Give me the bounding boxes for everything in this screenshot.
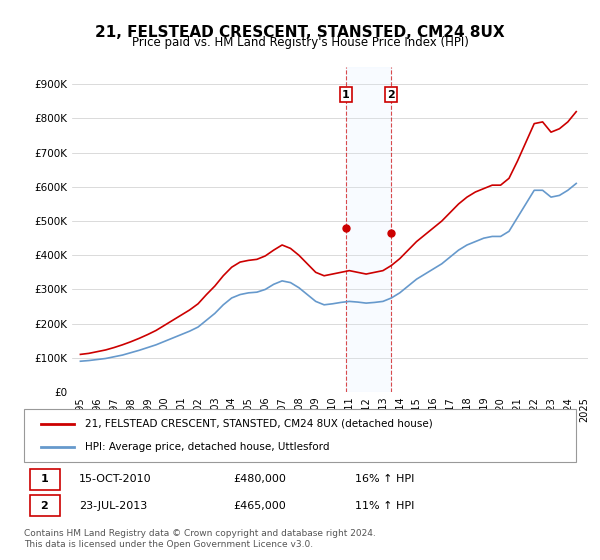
Text: £465,000: £465,000	[234, 501, 287, 511]
Text: 11% ↑ HPI: 11% ↑ HPI	[355, 501, 415, 511]
FancyBboxPatch shape	[29, 469, 60, 490]
Text: 21, FELSTEAD CRESCENT, STANSTED, CM24 8UX: 21, FELSTEAD CRESCENT, STANSTED, CM24 8U…	[95, 25, 505, 40]
FancyBboxPatch shape	[24, 409, 576, 462]
Text: Price paid vs. HM Land Registry's House Price Index (HPI): Price paid vs. HM Land Registry's House …	[131, 36, 469, 49]
FancyBboxPatch shape	[29, 495, 60, 516]
Text: 1: 1	[41, 474, 48, 484]
Text: 2: 2	[41, 501, 48, 511]
Text: 1: 1	[342, 90, 350, 100]
Text: £480,000: £480,000	[234, 474, 287, 484]
Text: 21, FELSTEAD CRESCENT, STANSTED, CM24 8UX (detached house): 21, FELSTEAD CRESCENT, STANSTED, CM24 8U…	[85, 419, 433, 429]
Text: 16% ↑ HPI: 16% ↑ HPI	[355, 474, 415, 484]
Text: 15-OCT-2010: 15-OCT-2010	[79, 474, 152, 484]
Text: Contains HM Land Registry data © Crown copyright and database right 2024.
This d: Contains HM Land Registry data © Crown c…	[24, 529, 376, 549]
Bar	[346, 67, 391, 392]
Text: 23-JUL-2013: 23-JUL-2013	[79, 501, 148, 511]
Text: HPI: Average price, detached house, Uttlesford: HPI: Average price, detached house, Uttl…	[85, 442, 329, 452]
Text: 2: 2	[388, 90, 395, 100]
